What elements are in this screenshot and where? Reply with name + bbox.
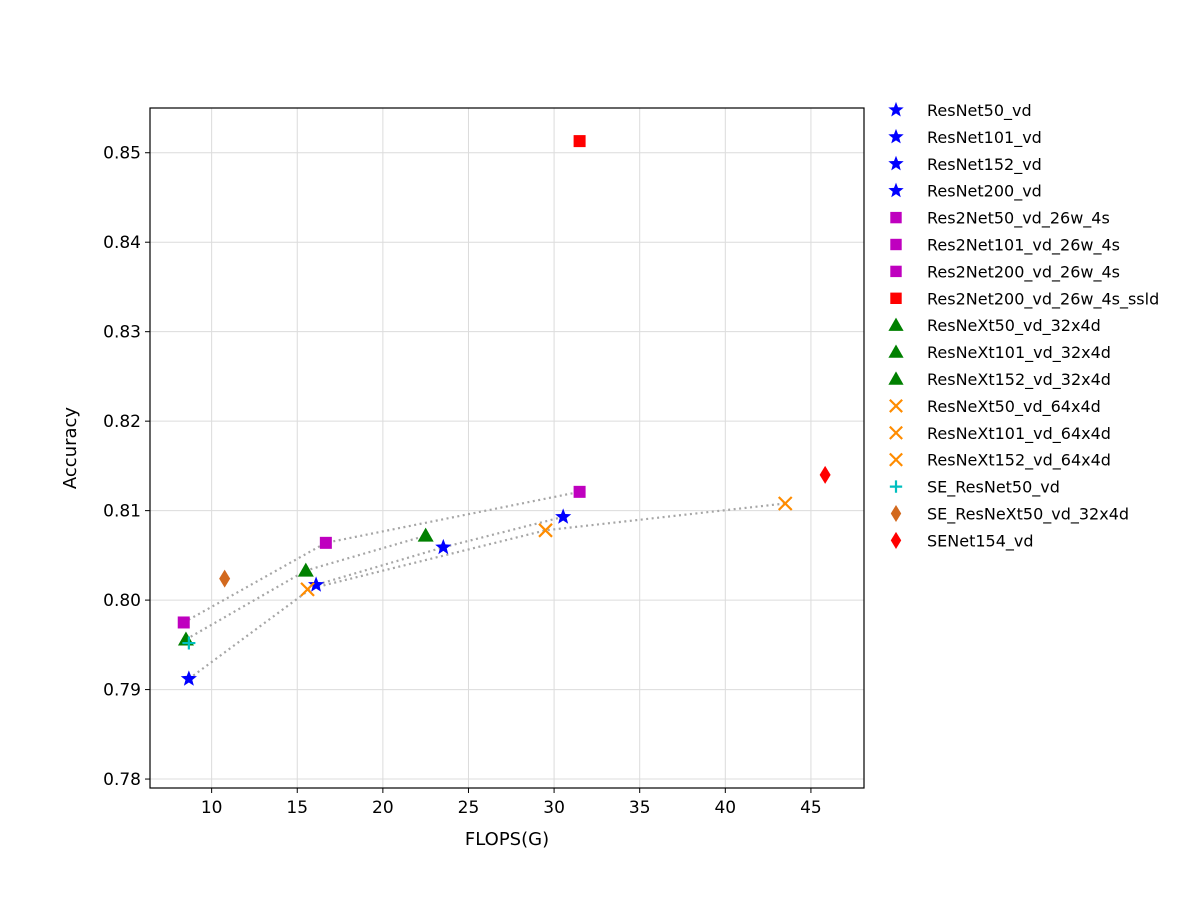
legend-marker (888, 182, 904, 198)
data-point (300, 582, 315, 597)
legend-label: Res2Net200_vd_26w_4s (927, 262, 1120, 282)
legend-label: ResNet50_vd (927, 101, 1032, 121)
data-point (573, 135, 586, 148)
legend-marker (888, 101, 904, 117)
legend-label: ResNeXt50_vd_32x4d (927, 316, 1101, 336)
y-tick-label: 0.81 (103, 502, 141, 522)
legend-label: SE_ResNeXt50_vd_32x4d (927, 505, 1129, 525)
legend-label: Res2Net200_vd_26w_4s_ssld (927, 289, 1159, 309)
legend-label: SE_ResNet50_vd (927, 478, 1060, 498)
y-tick-label: 0.80 (103, 591, 141, 611)
x-tick-label: 45 (800, 798, 822, 818)
x-tick-label: 30 (543, 798, 565, 818)
y-axis-ticks: 0.78 0.79 0.80 0.81 0.82 0.83 0.84 0.85 (103, 144, 150, 790)
data-points (177, 135, 831, 686)
x-axis-label: FLOPS(G) (465, 829, 549, 850)
legend-marker (890, 292, 902, 304)
plot-frame (149, 107, 865, 789)
data-point (538, 523, 553, 538)
x-axis-ticks: 10 15 20 25 30 35 40 45 (201, 788, 822, 818)
x-tick-label: 35 (629, 798, 651, 818)
x-tick-label: 10 (201, 798, 223, 818)
x-tick-label: 40 (714, 798, 736, 818)
legend-marker (890, 211, 902, 224)
legend-marker (889, 398, 903, 413)
legend-marker (889, 480, 903, 493)
y-axis-label: Accuracy (60, 407, 81, 490)
data-point (819, 465, 831, 484)
y-tick-label: 0.83 (103, 323, 141, 343)
data-point (297, 562, 314, 577)
legend-label: Res2Net101_vd_26w_4s (927, 236, 1120, 256)
legend-marker (888, 371, 904, 385)
legend: ResNet50_vd ResNet101_vd ResNet152_vd ResNe… (888, 101, 1159, 551)
legend-marker (890, 504, 902, 523)
x-tick-label: 25 (458, 798, 480, 818)
data-point (319, 536, 332, 549)
legend-marker (890, 531, 902, 549)
legend-label: ResNeXt101_vd_64x4d (927, 424, 1111, 444)
grid-lines (150, 108, 864, 788)
legend-label: SENet154_vd (927, 531, 1034, 551)
legend-marker (888, 317, 904, 331)
legend-label: ResNet152_vd (927, 155, 1042, 175)
y-tick-label: 0.82 (103, 412, 141, 432)
data-point (177, 616, 190, 629)
legend-label: ResNeXt101_vd_32x4d (927, 343, 1111, 363)
data-point (573, 485, 586, 498)
legend-label: ResNeXt152_vd_32x4d (927, 370, 1111, 390)
data-point (417, 527, 434, 542)
data-point (182, 636, 196, 650)
x-tick-label: 15 (286, 798, 308, 818)
legend-label: ResNeXt50_vd_64x4d (927, 397, 1101, 417)
x-tick-label: 20 (372, 798, 394, 818)
y-tick-label: 0.78 (103, 770, 141, 790)
legend-marker (888, 344, 904, 358)
legend-marker (889, 452, 903, 467)
legend-marker (890, 265, 902, 278)
data-point (777, 496, 793, 511)
y-tick-label: 0.84 (103, 233, 141, 253)
y-tick-label: 0.79 (103, 681, 141, 701)
data-point (555, 508, 572, 524)
legend-marker (888, 155, 904, 171)
legend-label: ResNet101_vd (927, 128, 1042, 148)
legend-marker (889, 425, 903, 440)
legend-label: ResNeXt152_vd_64x4d (927, 451, 1111, 471)
legend-label: ResNet200_vd (927, 182, 1042, 202)
legend-marker (888, 128, 904, 144)
data-point (308, 576, 325, 592)
y-tick-label: 0.85 (103, 144, 141, 164)
connector-line (188, 515, 564, 680)
data-point (219, 569, 231, 588)
legend-marker (890, 238, 902, 251)
data-point (435, 538, 452, 555)
data-point (180, 670, 197, 686)
legend-label: Res2Net50_vd_26w_4s (927, 209, 1110, 229)
